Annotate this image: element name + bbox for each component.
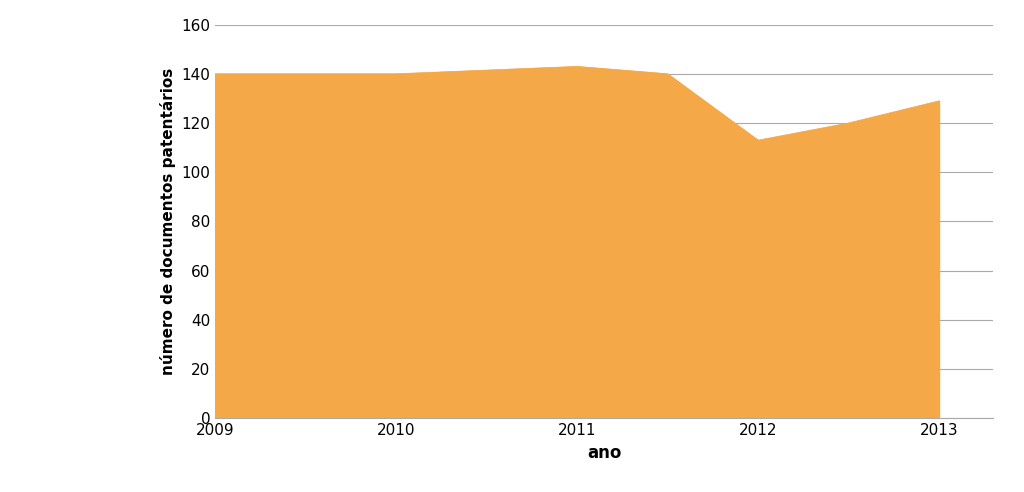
X-axis label: ano: ano (587, 444, 622, 461)
Y-axis label: número de documentos patentários: número de documentos patentários (160, 68, 176, 375)
